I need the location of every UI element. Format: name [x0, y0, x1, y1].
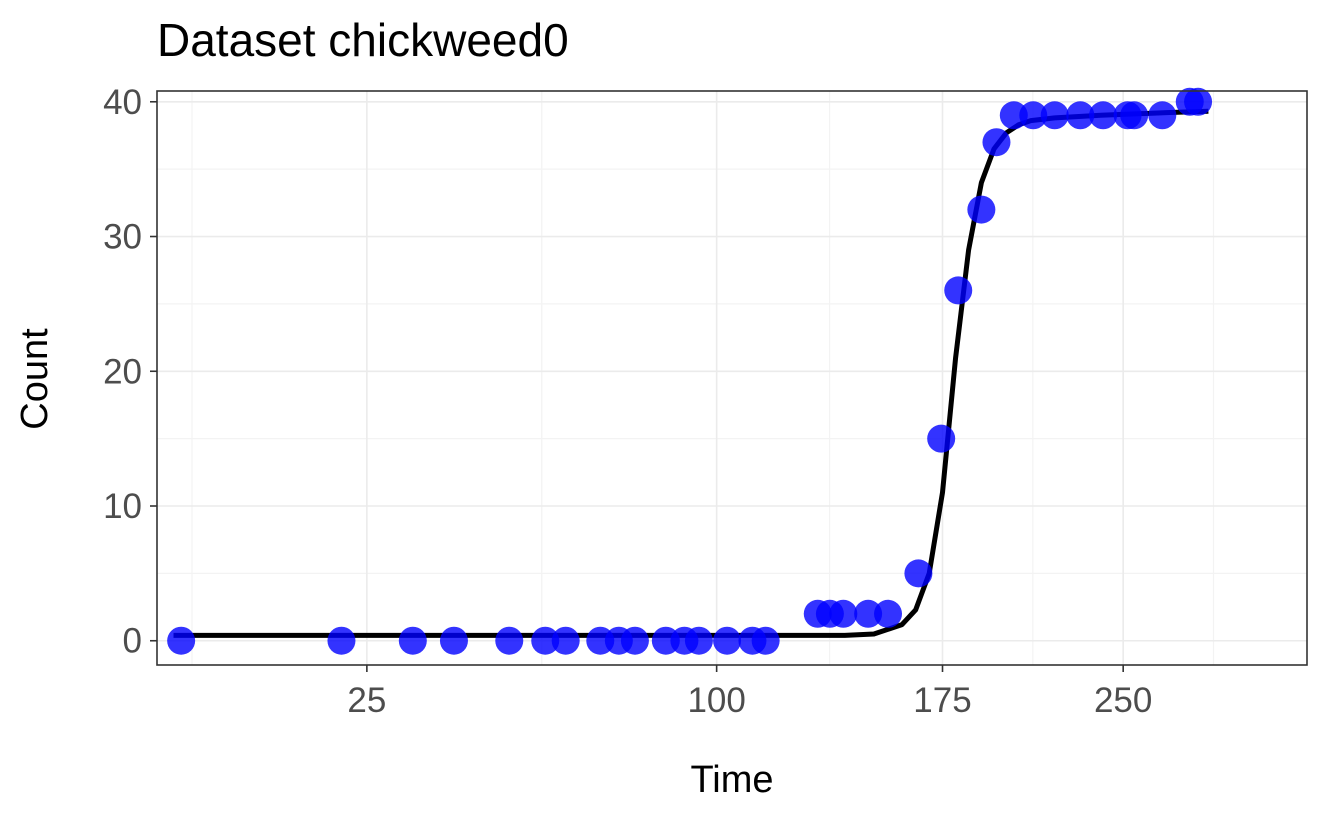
data-point: [1120, 101, 1149, 130]
data-point: [713, 626, 742, 655]
data-point: [327, 626, 356, 655]
data-point: [398, 626, 427, 655]
data-point: [495, 626, 524, 655]
data-point: [684, 626, 713, 655]
chart-title: Dataset chickweed0: [157, 14, 569, 66]
data-point: [167, 626, 196, 655]
panel-background: [157, 91, 1307, 665]
data-point: [1019, 101, 1048, 130]
data-point: [1066, 101, 1095, 130]
data-point: [1040, 101, 1069, 130]
x-tick-label: 25: [347, 681, 386, 720]
data-point: [620, 626, 649, 655]
y-tick-label: 10: [103, 487, 142, 526]
axis-ticks: 25 100 175 250 0 10 20 30 40: [103, 83, 1152, 720]
data-point: [904, 559, 933, 588]
data-point: [874, 599, 903, 628]
data-point: [982, 128, 1011, 157]
data-point: [967, 195, 996, 224]
data-point: [829, 599, 858, 628]
x-tick-label: 100: [687, 681, 745, 720]
data-point: [1148, 101, 1177, 130]
y-axis-title: Count: [14, 328, 56, 430]
x-tick-label: 250: [1094, 681, 1152, 720]
data-point: [944, 276, 973, 305]
data-point: [531, 626, 560, 655]
data-point: [927, 424, 956, 453]
y-tick-label: 30: [103, 218, 142, 257]
x-axis-title: Time: [690, 759, 773, 801]
y-tick-label: 20: [103, 352, 142, 391]
data-point: [999, 101, 1028, 130]
data-point: [1089, 101, 1118, 130]
data-point: [439, 626, 468, 655]
data-point: [751, 626, 780, 655]
data-point: [551, 626, 580, 655]
x-tick-label: 175: [913, 681, 971, 720]
y-tick-label: 0: [123, 622, 142, 661]
grid: [157, 91, 1307, 665]
points-layer: [167, 87, 1213, 655]
y-tick-label: 40: [103, 83, 142, 122]
panel-border: [156, 90, 1308, 666]
data-point: [1184, 87, 1213, 116]
data-point: [854, 599, 883, 628]
